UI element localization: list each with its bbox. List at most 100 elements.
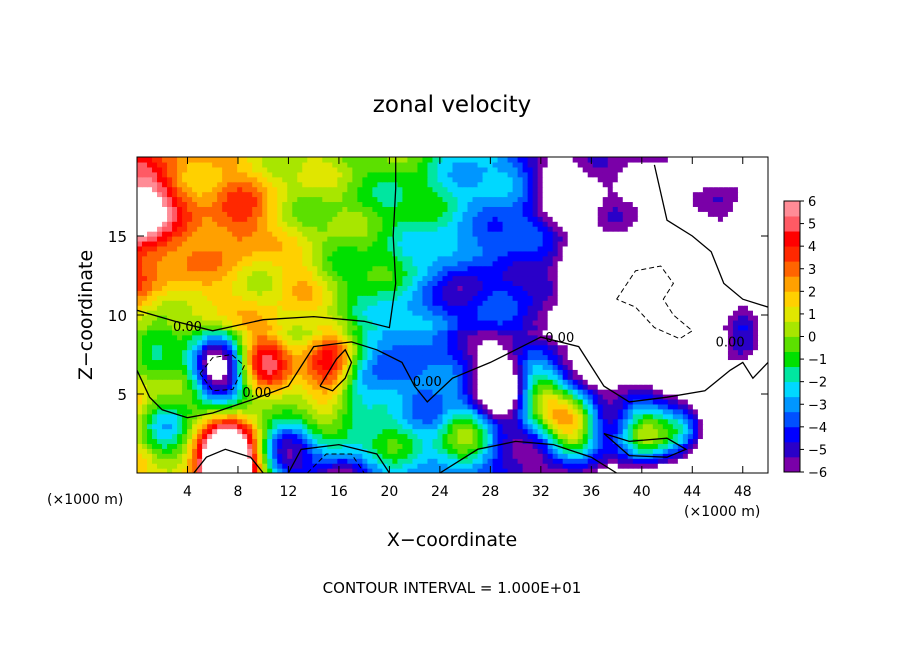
heatmap-cell [677, 468, 684, 473]
heatmap-cell [507, 423, 514, 430]
heatmap-cell [522, 349, 529, 356]
heatmap-cell [147, 384, 153, 390]
heatmap-cell [177, 379, 183, 385]
heatmap-cell [697, 285, 704, 291]
heatmap-cell [272, 389, 278, 395]
heatmap-cell [177, 463, 183, 469]
heatmap-cell [362, 334, 368, 341]
heatmap-cell [657, 448, 664, 454]
heatmap-cell [562, 438, 569, 444]
heatmap-cell [407, 285, 414, 291]
heatmap-cell [172, 305, 178, 311]
heatmap-cell [147, 428, 153, 435]
heatmap-cell [542, 408, 549, 415]
heatmap-cell [612, 329, 619, 336]
heatmap-cell [507, 300, 514, 306]
heatmap-cell [737, 384, 744, 390]
heatmap-cell [177, 443, 183, 449]
heatmap-cell [452, 394, 459, 400]
heatmap-cell [152, 389, 158, 395]
heatmap-cell [272, 295, 278, 301]
heatmap-cell [512, 408, 519, 415]
heatmap-cell [612, 423, 619, 430]
heatmap-cell [632, 324, 639, 331]
heatmap-cell [712, 413, 719, 420]
heatmap-cell [292, 334, 298, 341]
heatmap-cell [287, 394, 293, 400]
heatmap-cell [577, 369, 584, 375]
heatmap-cell [642, 300, 649, 306]
heatmap-cell [387, 428, 394, 435]
heatmap-cell [317, 359, 323, 365]
heatmap-cell [662, 408, 669, 415]
heatmap-cell [407, 398, 414, 405]
heatmap-cell [302, 379, 308, 385]
heatmap-cell [637, 300, 644, 306]
heatmap-cell [747, 433, 754, 440]
heatmap-cell [657, 339, 664, 346]
heatmap-cell [252, 468, 258, 473]
heatmap-cell [667, 413, 674, 420]
heatmap-cell [642, 290, 649, 296]
heatmap-cell [642, 443, 649, 449]
heatmap-cell [307, 398, 313, 405]
heatmap-cell [602, 394, 609, 400]
heatmap-cell [212, 398, 218, 405]
heatmap-cell [652, 433, 659, 440]
heatmap-cell [617, 329, 624, 336]
heatmap-cell [317, 285, 323, 291]
heatmap-cell [202, 310, 208, 316]
heatmap-cell [347, 324, 353, 331]
heatmap-cell [547, 280, 554, 286]
heatmap-cell [637, 413, 644, 420]
heatmap-cell [732, 339, 739, 346]
heatmap-cell [347, 453, 353, 459]
heatmap-cell [397, 374, 404, 380]
heatmap-cell [412, 344, 419, 351]
heatmap-cell [337, 384, 343, 390]
heatmap-cell [617, 463, 624, 469]
heatmap-cell [692, 295, 699, 301]
heatmap-cell [137, 364, 143, 370]
heatmap-cell [177, 329, 183, 336]
heatmap-cell [182, 408, 188, 415]
heatmap-cell [537, 344, 544, 351]
heatmap-cell [622, 295, 629, 301]
heatmap-cell [192, 458, 198, 464]
heatmap-cell [542, 285, 549, 291]
heatmap-cell [162, 379, 168, 385]
heatmap-cell [202, 389, 208, 395]
heatmap-cell [557, 315, 564, 321]
heatmap-cell [162, 319, 168, 326]
heatmap-cell [167, 354, 173, 361]
heatmap-cell [462, 438, 469, 444]
heatmap-cell [452, 310, 459, 316]
heatmap-cell [457, 389, 464, 395]
heatmap-cell [527, 290, 534, 296]
heatmap-cell [537, 428, 544, 435]
heatmap-cell [167, 339, 173, 346]
heatmap-cell [642, 329, 649, 336]
heatmap-cell [252, 275, 258, 282]
heatmap-cell [442, 349, 449, 356]
heatmap-cell [622, 384, 629, 390]
heatmap-cell [272, 275, 278, 282]
heatmap-cell [712, 339, 719, 346]
heatmap-cell [362, 300, 368, 306]
heatmap-cell [417, 324, 424, 331]
heatmap-cell [157, 389, 163, 395]
heatmap-cell [652, 349, 659, 356]
heatmap-cell [452, 458, 459, 464]
heatmap-cell [582, 433, 589, 440]
heatmap-cell [437, 398, 444, 405]
heatmap-cell [642, 408, 649, 415]
heatmap-cell [137, 463, 143, 469]
heatmap-cell [437, 319, 444, 326]
heatmap-cell [592, 423, 599, 430]
heatmap-cell [337, 408, 343, 415]
heatmap-cell [612, 334, 619, 341]
heatmap-cell [207, 398, 213, 405]
heatmap-cell [432, 305, 439, 311]
heatmap-cell [762, 398, 768, 405]
heatmap-cell [662, 305, 669, 311]
